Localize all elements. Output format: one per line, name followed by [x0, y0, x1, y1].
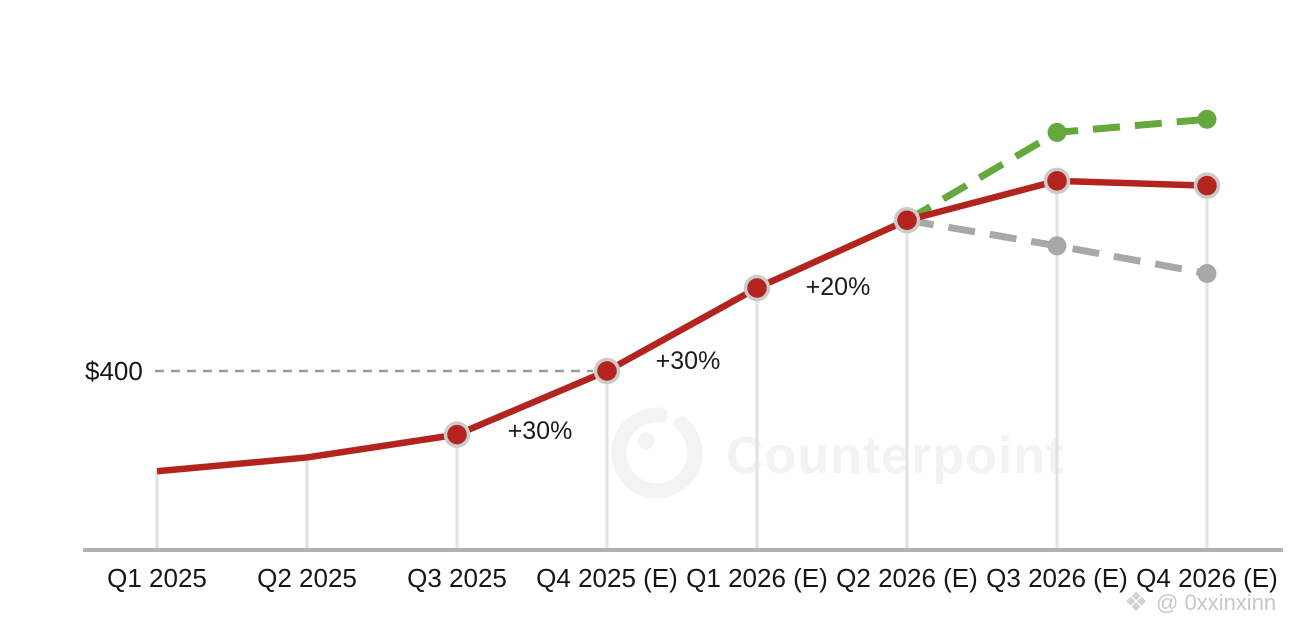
- ring-marker-main-red-solid: [1193, 172, 1221, 199]
- x-axis-label: Q4 2025 (E): [536, 563, 678, 593]
- credit-handle-text: @ 0xxinxinn: [1156, 590, 1276, 615]
- watermark-logo-icon: [611, 407, 703, 499]
- ring-marker-main-red-solid: [743, 274, 771, 302]
- dot-marker-upper-scenario-green-dashed: [1047, 122, 1067, 142]
- growth-annotation: +30%: [508, 417, 573, 445]
- watermark-logo-dot: [637, 432, 655, 450]
- x-axis-label: Q2 2026 (E): [836, 563, 978, 593]
- credit-diamond-icon: ❖: [1124, 587, 1148, 617]
- y-gridline-label: $400: [85, 356, 143, 386]
- x-axis-line: [83, 548, 1283, 552]
- credit: ❖ @ 0xxinxinn: [1124, 587, 1276, 617]
- series-line-main-red-solid: [156, 177, 1208, 475]
- x-axis-label: Q2 2025: [257, 563, 357, 593]
- y-gridline-group: $400: [85, 356, 593, 386]
- x-axis-labels: Q1 2025 Q2 2025 Q3 2025 Q4 2025 (E) Q1 2026 …: [107, 563, 1278, 593]
- growth-annotations: +30% +30% +20%: [508, 273, 871, 445]
- ring-marker-main-red-solid: [593, 357, 621, 385]
- ring-marker-main-red-solid: [443, 421, 471, 448]
- growth-annotation: +30%: [656, 347, 721, 375]
- x-axis-label: Q4 2026 (E): [1136, 563, 1278, 593]
- watermark-brand-text: Counterpoint: [726, 427, 1064, 485]
- x-axis-label: Q3 2026 (E): [986, 563, 1128, 593]
- x-axis-label: Q1 2026 (E): [686, 563, 828, 593]
- dot-marker-lower-scenario-gray-dashed: [1047, 236, 1067, 256]
- x-axis-label: Q3 2025: [407, 563, 507, 593]
- ring-marker-main-red-solid: [1043, 167, 1071, 195]
- dot-marker-upper-scenario-green-dashed: [1197, 109, 1217, 129]
- ring-marker-main-red-solid: [893, 206, 921, 234]
- data-point-markers: [443, 109, 1221, 448]
- growth-annotation: +20%: [806, 273, 871, 301]
- watermark: Counterpoint: [611, 407, 1064, 499]
- dot-marker-lower-scenario-gray-dashed: [1197, 263, 1217, 283]
- x-axis-label: Q1 2025: [107, 563, 207, 593]
